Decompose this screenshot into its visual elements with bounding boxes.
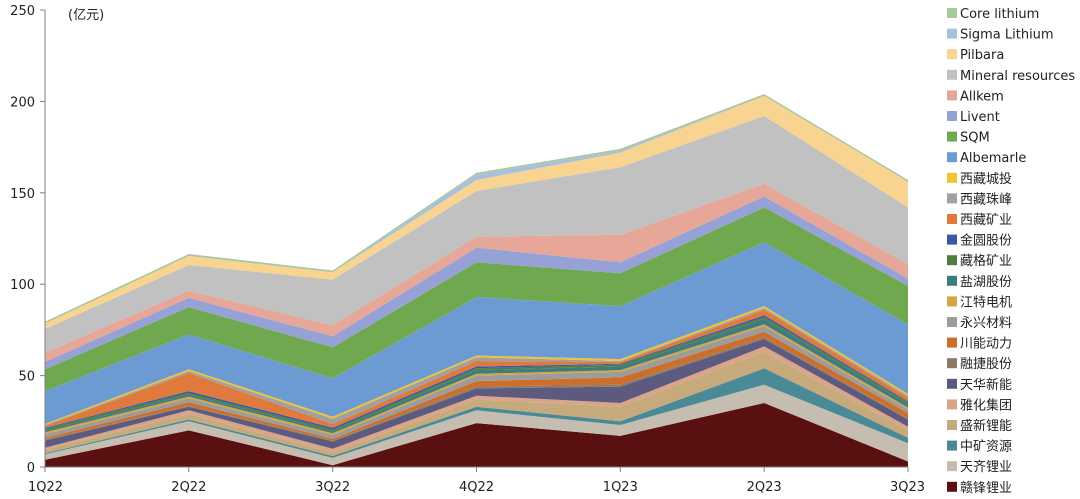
legend-label: Allkem bbox=[960, 89, 1004, 104]
legend-swatch bbox=[947, 420, 957, 430]
legend-label: 天华新能 bbox=[960, 377, 1012, 393]
legend-label: 江特电机 bbox=[960, 295, 1012, 310]
y-tick-label: 200 bbox=[10, 95, 35, 110]
legend-swatch bbox=[947, 481, 957, 492]
legend-label: 盐湖股份 bbox=[960, 275, 1012, 290]
x-tick-label: 2Q22 bbox=[171, 480, 206, 495]
area-series-14 bbox=[45, 308, 908, 426]
legend-label: 金圆股份 bbox=[960, 233, 1012, 249]
y-tick-labels: 0 50 100 150 200 250 bbox=[10, 4, 45, 476]
legend-label: Pilbara bbox=[960, 48, 1004, 63]
area-series-18 bbox=[45, 196, 908, 370]
legend-label: Mineral resources bbox=[960, 69, 1075, 84]
legend-label: 藏格矿业 bbox=[960, 253, 1012, 269]
x-tick-label: 2Q23 bbox=[747, 480, 782, 495]
x-tick-label: 1Q22 bbox=[28, 480, 63, 495]
legend-label: 赣锋锂业 bbox=[960, 481, 1012, 496]
legend-swatch bbox=[947, 214, 957, 224]
legend-swatch bbox=[947, 255, 957, 266]
area-series-3 bbox=[45, 351, 908, 456]
legend-label: Sigma Lithium bbox=[960, 28, 1054, 43]
legend-label: 西藏城投 bbox=[960, 171, 1012, 187]
legend-label: SQM bbox=[960, 131, 990, 146]
y-tick-label: 250 bbox=[10, 4, 35, 19]
area-series-20 bbox=[45, 116, 908, 353]
legend-swatch bbox=[947, 234, 957, 245]
y-tick-label: 150 bbox=[10, 187, 35, 202]
x-tick-label: 3Q23 bbox=[890, 480, 925, 495]
x-tick-label: 1Q23 bbox=[603, 480, 638, 495]
y-tick-label: 100 bbox=[10, 278, 35, 293]
legend-swatch bbox=[947, 69, 957, 80]
legend: Core lithium Sigma Lithium Pilbara Mineral … bbox=[947, 7, 1075, 496]
area-series-17 bbox=[45, 207, 908, 392]
legend-swatch bbox=[947, 337, 957, 348]
legend-label: Core lithium bbox=[960, 7, 1039, 22]
x-tick-label: 4Q22 bbox=[459, 480, 494, 495]
area-series-0 bbox=[45, 403, 908, 467]
legend-swatch bbox=[947, 296, 957, 307]
legend-label: 永兴材料 bbox=[960, 316, 1012, 331]
unit-label: (亿元) bbox=[68, 8, 104, 23]
legend-swatch bbox=[947, 275, 957, 286]
area-series-7 bbox=[45, 331, 908, 441]
legend-label: 西藏矿业 bbox=[960, 213, 1012, 228]
legend-swatch bbox=[947, 8, 957, 18]
legend-label: 天齐锂业 bbox=[960, 459, 1012, 475]
legend-swatch bbox=[947, 399, 957, 410]
area-series-21 bbox=[45, 95, 908, 330]
legend-swatch bbox=[947, 193, 957, 204]
legend-swatch bbox=[947, 28, 957, 39]
legend-label: 西藏珠峰 bbox=[960, 192, 1012, 207]
legend-label: 盛新锂能 bbox=[960, 418, 1012, 434]
legend-swatch bbox=[947, 358, 957, 369]
area-series-13 bbox=[45, 309, 908, 428]
legend-swatch bbox=[947, 152, 957, 163]
legend-swatch bbox=[947, 440, 957, 451]
legend-swatch bbox=[947, 172, 957, 183]
area-layers bbox=[45, 94, 908, 467]
area-series-8 bbox=[45, 326, 908, 439]
area-series-1 bbox=[45, 384, 908, 466]
area-series-19 bbox=[45, 183, 908, 362]
y-tick-label: 0 bbox=[27, 461, 35, 476]
legend-swatch bbox=[947, 111, 957, 121]
area-series-4 bbox=[45, 346, 908, 453]
legend-swatch bbox=[947, 49, 957, 60]
legend-label: 雅化集团 bbox=[960, 397, 1012, 413]
x-tick-labels: 1Q22 2Q22 3Q22 4Q22 1Q23 2Q23 3Q23 bbox=[28, 467, 925, 495]
legend-swatch bbox=[947, 90, 957, 101]
legend-swatch bbox=[947, 461, 957, 472]
legend-swatch bbox=[947, 317, 957, 327]
legend-label: 中矿资源 bbox=[960, 440, 1012, 455]
x-tick-label: 3Q22 bbox=[315, 480, 350, 495]
area-series-5 bbox=[45, 339, 908, 449]
legend-label: 融捷股份 bbox=[960, 357, 1012, 372]
legend-label: Livent bbox=[960, 110, 1000, 125]
legend-label: 川能动力 bbox=[960, 337, 1012, 352]
legend-label: Albemarle bbox=[960, 151, 1026, 166]
area-series-16 bbox=[45, 242, 908, 424]
legend-swatch bbox=[947, 378, 957, 389]
legend-swatch bbox=[947, 131, 957, 142]
y-tick-label: 50 bbox=[18, 370, 35, 385]
